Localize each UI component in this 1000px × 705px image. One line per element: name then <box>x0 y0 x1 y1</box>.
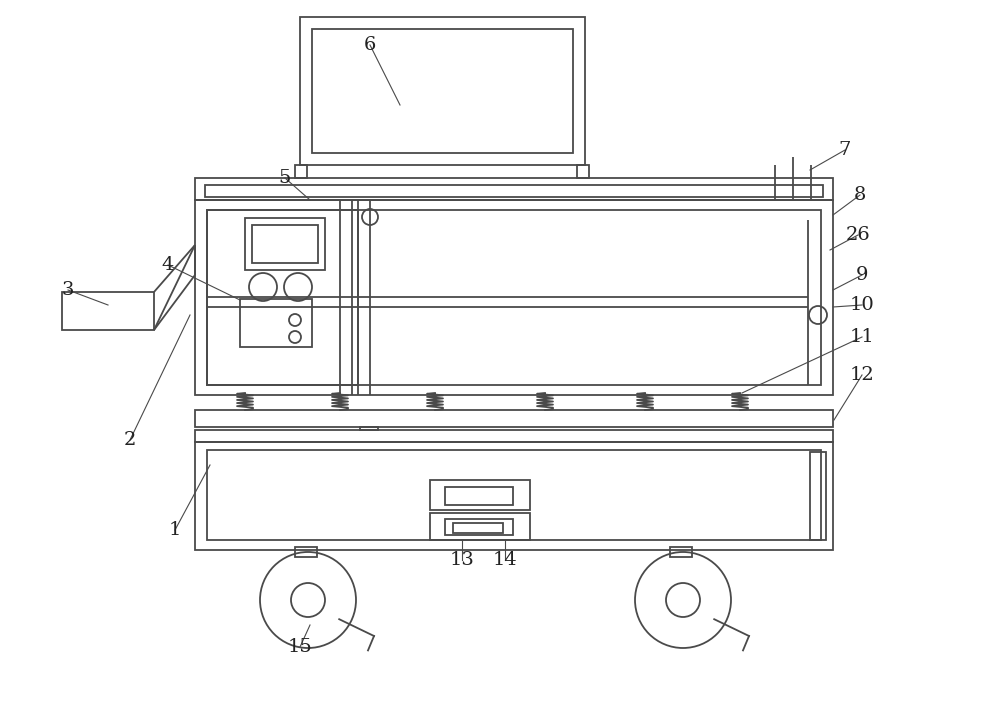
Text: 3: 3 <box>62 281 74 299</box>
Text: 12: 12 <box>850 366 874 384</box>
Bar <box>207 450 821 540</box>
Bar <box>240 299 312 347</box>
Bar <box>430 513 530 540</box>
Bar <box>445 519 513 535</box>
Bar <box>252 225 318 263</box>
Bar <box>295 547 317 557</box>
Bar <box>245 218 325 270</box>
Text: 8: 8 <box>854 186 866 204</box>
Bar <box>453 523 503 533</box>
Bar <box>207 210 821 385</box>
Bar <box>360 427 378 430</box>
Bar <box>430 480 530 510</box>
Bar <box>207 210 358 385</box>
Bar <box>195 200 833 395</box>
Bar <box>195 178 833 200</box>
Text: 5: 5 <box>279 169 291 187</box>
Bar <box>670 547 692 557</box>
Text: 11: 11 <box>850 328 874 346</box>
Bar <box>195 442 833 550</box>
Text: 6: 6 <box>364 36 376 54</box>
Text: 9: 9 <box>856 266 868 284</box>
Text: 4: 4 <box>162 256 174 274</box>
Bar <box>295 165 307 178</box>
Text: 14: 14 <box>493 551 517 569</box>
Text: 26: 26 <box>846 226 870 244</box>
Bar <box>195 410 833 427</box>
Bar <box>445 487 513 505</box>
Bar <box>205 185 823 197</box>
Text: 15: 15 <box>288 638 312 656</box>
Text: 13: 13 <box>450 551 474 569</box>
Bar <box>810 452 826 540</box>
Bar <box>312 29 573 153</box>
Text: 7: 7 <box>839 141 851 159</box>
Text: 10: 10 <box>850 296 874 314</box>
Text: 1: 1 <box>169 521 181 539</box>
Bar <box>62 292 154 330</box>
Bar <box>195 430 833 442</box>
Bar <box>577 165 589 178</box>
Text: 2: 2 <box>124 431 136 449</box>
Bar <box>300 17 585 165</box>
